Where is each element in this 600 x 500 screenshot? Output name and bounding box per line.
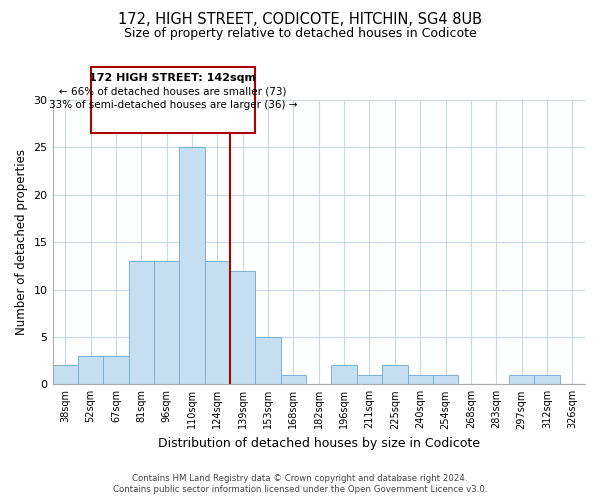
Bar [154, 261, 179, 384]
Bar [382, 366, 407, 384]
Text: Contains HM Land Registry data © Crown copyright and database right 2024.
Contai: Contains HM Land Registry data © Crown c… [113, 474, 487, 494]
Text: 172 HIGH STREET: 142sqm: 172 HIGH STREET: 142sqm [89, 74, 256, 84]
Bar [78, 356, 103, 384]
Bar [433, 375, 458, 384]
Text: 33% of semi-detached houses are larger (36) →: 33% of semi-detached houses are larger (… [49, 100, 297, 110]
Bar [53, 366, 78, 384]
Bar [128, 261, 154, 384]
Bar [205, 261, 230, 384]
X-axis label: Distribution of detached houses by size in Codicote: Distribution of detached houses by size … [158, 437, 480, 450]
Bar [179, 148, 205, 384]
Bar [357, 375, 382, 384]
Bar [256, 337, 281, 384]
Text: ← 66% of detached houses are smaller (73): ← 66% of detached houses are smaller (73… [59, 86, 287, 97]
Bar [331, 366, 357, 384]
Bar [281, 375, 306, 384]
Text: 172, HIGH STREET, CODICOTE, HITCHIN, SG4 8UB: 172, HIGH STREET, CODICOTE, HITCHIN, SG4… [118, 12, 482, 28]
Bar [230, 270, 256, 384]
Bar [534, 375, 560, 384]
Bar [509, 375, 534, 384]
FancyBboxPatch shape [91, 66, 256, 133]
Text: Size of property relative to detached houses in Codicote: Size of property relative to detached ho… [124, 28, 476, 40]
Y-axis label: Number of detached properties: Number of detached properties [15, 149, 28, 335]
Bar [407, 375, 433, 384]
Bar [103, 356, 128, 384]
